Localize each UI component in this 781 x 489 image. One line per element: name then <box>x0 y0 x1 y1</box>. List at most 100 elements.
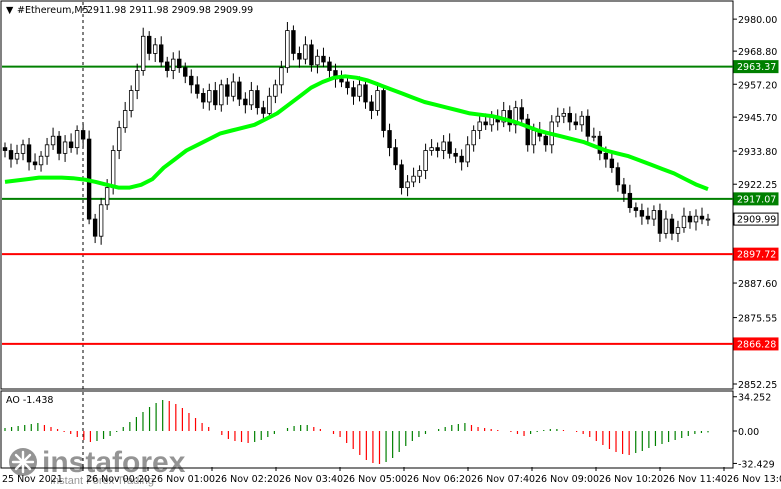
candle-body <box>405 181 410 189</box>
time-tick-label: 26 Nov 01:00 <box>151 474 215 485</box>
candle-body <box>255 90 260 109</box>
candle-body <box>267 95 272 114</box>
candle-body <box>147 35 152 54</box>
time-tick-label: 26 Nov 03:40 <box>279 474 343 485</box>
candle-body <box>32 161 38 166</box>
candle-body <box>423 150 428 171</box>
level-price-box <box>733 337 779 351</box>
candle-body <box>471 130 476 146</box>
candle-body <box>285 30 290 69</box>
price-tick-label: 2945.70 <box>738 113 777 124</box>
candle-body <box>651 210 657 220</box>
time-tick-label: 26 Nov 10:20 <box>599 474 663 485</box>
price-tick-label: 2852.25 <box>738 380 777 391</box>
level-price-label: 2866.28 <box>737 339 776 350</box>
candle-body <box>681 215 687 229</box>
candle-body <box>98 204 104 237</box>
level-price-label: 2909.99 <box>737 215 776 226</box>
price-tick-label: 2980.00 <box>738 15 777 26</box>
candle-body <box>44 144 50 157</box>
candle-body <box>417 170 422 177</box>
candle-body <box>122 110 128 129</box>
candle-body <box>309 44 314 66</box>
candle-body <box>399 164 404 189</box>
candle-body <box>26 144 32 163</box>
ao-tick-label: 0.00 <box>738 427 759 438</box>
ao-label: AO -1.438 <box>6 395 53 406</box>
candle-body <box>543 135 548 146</box>
candle-body <box>645 215 651 220</box>
candle-body <box>279 67 284 86</box>
candle-body <box>183 67 188 77</box>
level-price-label: 2917.07 <box>737 194 776 205</box>
ma-layer <box>4 74 709 191</box>
candle-body <box>447 141 452 154</box>
candle-body <box>525 118 530 146</box>
candle-body <box>357 84 362 97</box>
header-arrow-icon[interactable]: ▼ <box>6 5 14 16</box>
level-price-box <box>733 212 779 226</box>
candle-body <box>483 121 488 126</box>
time-tick-label: 26 Nov 00:20 <box>86 474 150 485</box>
candle-body <box>633 207 639 211</box>
time-tick-label: 26 Nov 09:00 <box>535 474 599 485</box>
candle-body <box>153 44 158 54</box>
candle-body <box>507 110 512 126</box>
candle-body <box>80 130 86 140</box>
price-tick-label: 2875.55 <box>738 314 777 325</box>
candle-body <box>8 150 14 160</box>
candle-body <box>375 90 380 111</box>
price-tick-label: 2933.80 <box>738 147 777 158</box>
candle-body <box>531 130 536 146</box>
candle-body <box>68 141 74 149</box>
candle-body <box>249 90 254 106</box>
candle-body <box>699 215 705 220</box>
candle-body <box>231 81 236 97</box>
ao-layer <box>4 400 709 464</box>
time-tick-label: 26 Nov 02:20 <box>215 474 279 485</box>
time-tick-label: 26 Nov 11:40 <box>663 474 727 485</box>
candle-body <box>453 152 458 157</box>
level-price-label: 2963.37 <box>737 62 776 73</box>
candle-body <box>201 92 206 103</box>
candle-body <box>134 70 140 91</box>
price-axis: 2980.00 2968.80 2957.20 2945.70 2933.80 2922.… <box>733 15 777 391</box>
candle-body <box>171 58 176 71</box>
candle-body <box>363 84 368 103</box>
candle-body <box>2 147 8 151</box>
candle-body <box>50 135 56 146</box>
candle-body <box>56 135 62 154</box>
candle-body <box>639 210 645 217</box>
watermark-brand: instaforex <box>42 446 186 479</box>
candle-body <box>297 53 302 60</box>
candle-body <box>393 147 398 166</box>
candle-body <box>128 90 134 111</box>
candle-body <box>459 155 464 163</box>
candle-body <box>303 44 308 60</box>
candle-body <box>104 187 110 206</box>
candle-body <box>321 55 326 63</box>
candle-body <box>189 75 194 86</box>
candles-layer <box>2 21 711 245</box>
candle-body <box>435 147 440 151</box>
candle-body <box>339 78 344 83</box>
candle-body <box>159 44 164 63</box>
levels-layer: 2963.37 2917.07 2897.72 2866.28 2909.99 <box>2 60 779 351</box>
candle-body <box>165 61 170 71</box>
candle-body <box>62 141 68 154</box>
candle-body <box>441 141 446 151</box>
candle-body <box>14 152 20 160</box>
candle-body <box>705 218 711 221</box>
candle-body <box>675 227 681 234</box>
candle-body <box>207 90 212 103</box>
candle-body <box>657 210 663 234</box>
candle-body <box>597 135 603 154</box>
price-panel[interactable] <box>0 0 734 390</box>
candle-body <box>573 121 579 126</box>
candle-body <box>501 110 506 123</box>
candle-body <box>243 98 248 106</box>
candle-body <box>219 84 224 106</box>
candle-body <box>519 107 524 120</box>
candle-body <box>225 84 230 97</box>
candle-body <box>429 147 434 151</box>
